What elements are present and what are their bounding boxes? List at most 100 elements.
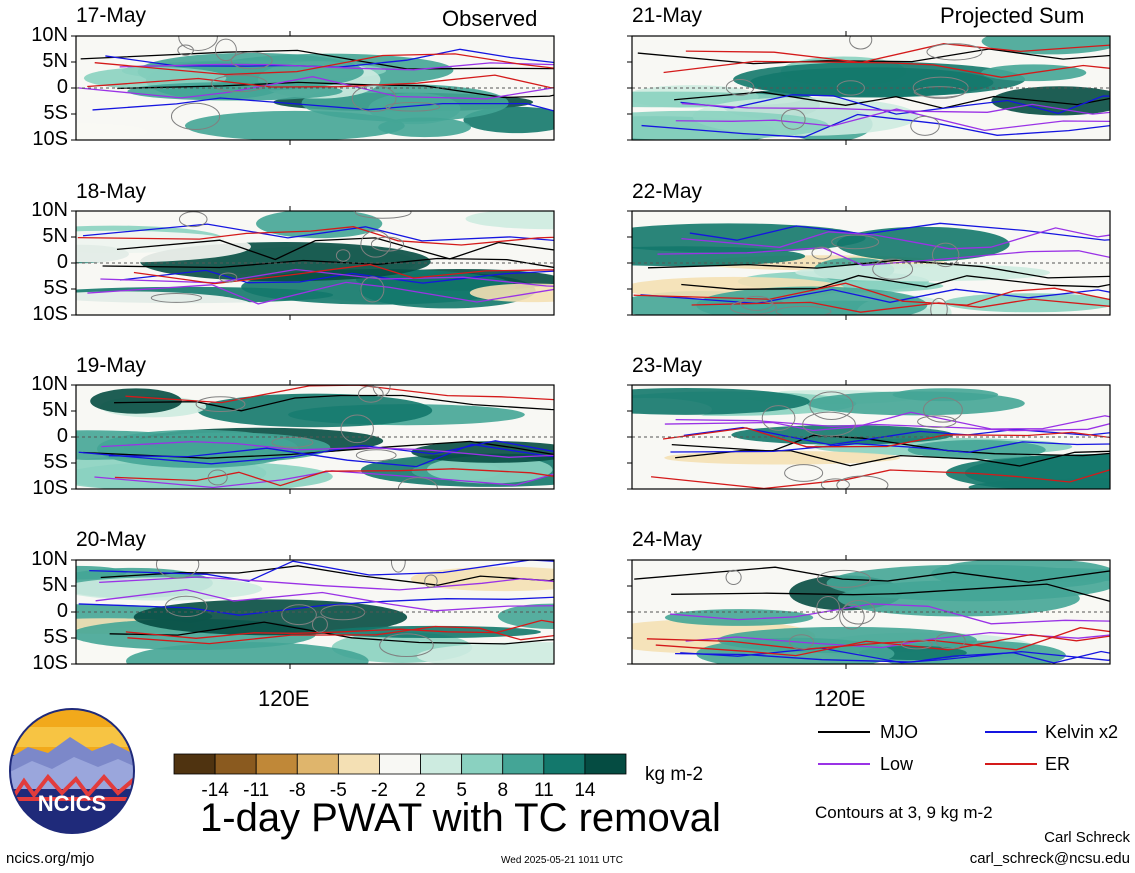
pwat-anomaly-shading: [968, 478, 1110, 489]
contour-line: [125, 619, 554, 639]
pwat-anomaly-shading: [944, 293, 1110, 313]
lat-tick-label: 5N: [42, 225, 68, 247]
pwat-anomaly-shading: [696, 286, 928, 315]
map-panel: [71, 380, 555, 494]
contour-line: [117, 81, 554, 99]
coastline: [811, 246, 832, 260]
colorbar-tick-label: -5: [330, 780, 347, 801]
lat-tick-label: 10S: [32, 128, 68, 150]
contour-line: [671, 583, 1110, 602]
contour-line: [675, 108, 1110, 132]
coastline: [360, 230, 392, 258]
pwat-anomaly-shading: [185, 110, 405, 140]
coastline: [340, 414, 374, 444]
coastline: [761, 405, 796, 431]
contour-line: [119, 62, 554, 71]
coastline: [820, 478, 850, 489]
contour-line: [109, 621, 554, 645]
lat-tick-label: 5S: [43, 102, 68, 124]
contour-line: [114, 394, 554, 412]
lat-tick-label: 5N: [42, 574, 68, 596]
contour-line: [647, 259, 1110, 279]
coastline: [816, 595, 840, 621]
coastline: [729, 300, 777, 315]
observed-header: Observed: [442, 6, 538, 31]
contour-line: [87, 281, 554, 305]
colorbar-swatch: [173, 753, 216, 775]
coastline: [831, 234, 880, 250]
contour-line: [94, 470, 554, 489]
contour-line: [633, 282, 1110, 306]
colorbar-swatch: [214, 753, 257, 775]
coastline: [816, 569, 871, 588]
lat-tick-label: 0: [56, 251, 68, 273]
contour-line: [663, 60, 1110, 78]
author-email: carl_schreck@ncsu.edu: [969, 850, 1130, 867]
colorbar-tick-label: 11: [534, 780, 554, 801]
contour-line: [685, 631, 1110, 649]
coastline: [379, 633, 434, 658]
colorbar-tick-label: 5: [456, 780, 467, 801]
pwat-anomaly-shading: [126, 642, 369, 664]
contour-line: [680, 647, 1110, 664]
contour-line: [637, 48, 1110, 65]
coastline: [839, 603, 865, 630]
contour-line: [670, 441, 1110, 454]
coastline: [849, 36, 873, 50]
pwat-anomaly-shading: [632, 110, 829, 140]
lat-tick-label: 0: [56, 600, 68, 622]
coastline: [358, 385, 384, 403]
coastline: [214, 38, 237, 62]
coastline: [900, 639, 933, 650]
contour-line: [114, 468, 554, 487]
contour-line: [77, 76, 554, 100]
coastline: [164, 595, 208, 618]
lat-tick-label: 10N: [31, 199, 68, 221]
panel-date-label: 20-May: [76, 528, 147, 551]
lat-tick-label: 5S: [43, 626, 68, 648]
coastline: [178, 211, 208, 228]
contour-line: [675, 418, 1110, 432]
contour-line: [80, 49, 554, 70]
contour-line: [101, 440, 554, 458]
coastline: [155, 560, 200, 579]
contour-line: [640, 288, 1110, 305]
coastline: [218, 272, 238, 283]
lat-tick-label: 10N: [31, 373, 68, 395]
projected-header: Projected Sum: [940, 3, 1085, 28]
pwat-anomaly-shading: [76, 577, 263, 601]
contour-line: [683, 426, 1110, 446]
contour-line: [685, 43, 1110, 64]
legend-kelvin-label: Kelvin x2: [1045, 722, 1119, 742]
map-panel: [71, 206, 555, 320]
contour-line: [82, 223, 554, 242]
coastline: [913, 86, 966, 98]
colorbar-tick-label: -14: [201, 780, 229, 801]
coastline: [922, 397, 963, 423]
pwat-anomaly-shading: [90, 388, 182, 414]
lat-tick-label: 5S: [43, 277, 68, 299]
lat-tick-label: 0: [56, 76, 68, 98]
lat-tick-label: 5S: [43, 451, 68, 473]
contour-line: [87, 74, 554, 89]
contour-line: [681, 102, 1110, 115]
coastline: [725, 569, 742, 586]
pwat-anomaly-shading: [991, 86, 1110, 116]
pwat-anomaly-shading: [795, 263, 1051, 282]
pwat-anomaly-shading: [410, 566, 554, 592]
colorbar-tick-label: 8: [497, 780, 508, 801]
pwat-anomaly-shading: [632, 388, 810, 415]
coastline: [335, 249, 351, 262]
coastline: [802, 411, 856, 437]
coastline: [150, 292, 203, 303]
ncics-logo: NCICS: [8, 707, 136, 835]
contour-line: [634, 566, 1110, 583]
lat-tick-label: 10N: [31, 24, 68, 46]
coastline: [360, 276, 385, 303]
lat-tick-label: 10S: [32, 477, 68, 499]
coastline: [311, 616, 328, 633]
contour-line: [95, 588, 554, 612]
pwat-anomaly-shading: [133, 599, 408, 636]
pwat-anomaly-shading: [76, 291, 254, 315]
pwat-anomaly-shading: [416, 642, 554, 664]
